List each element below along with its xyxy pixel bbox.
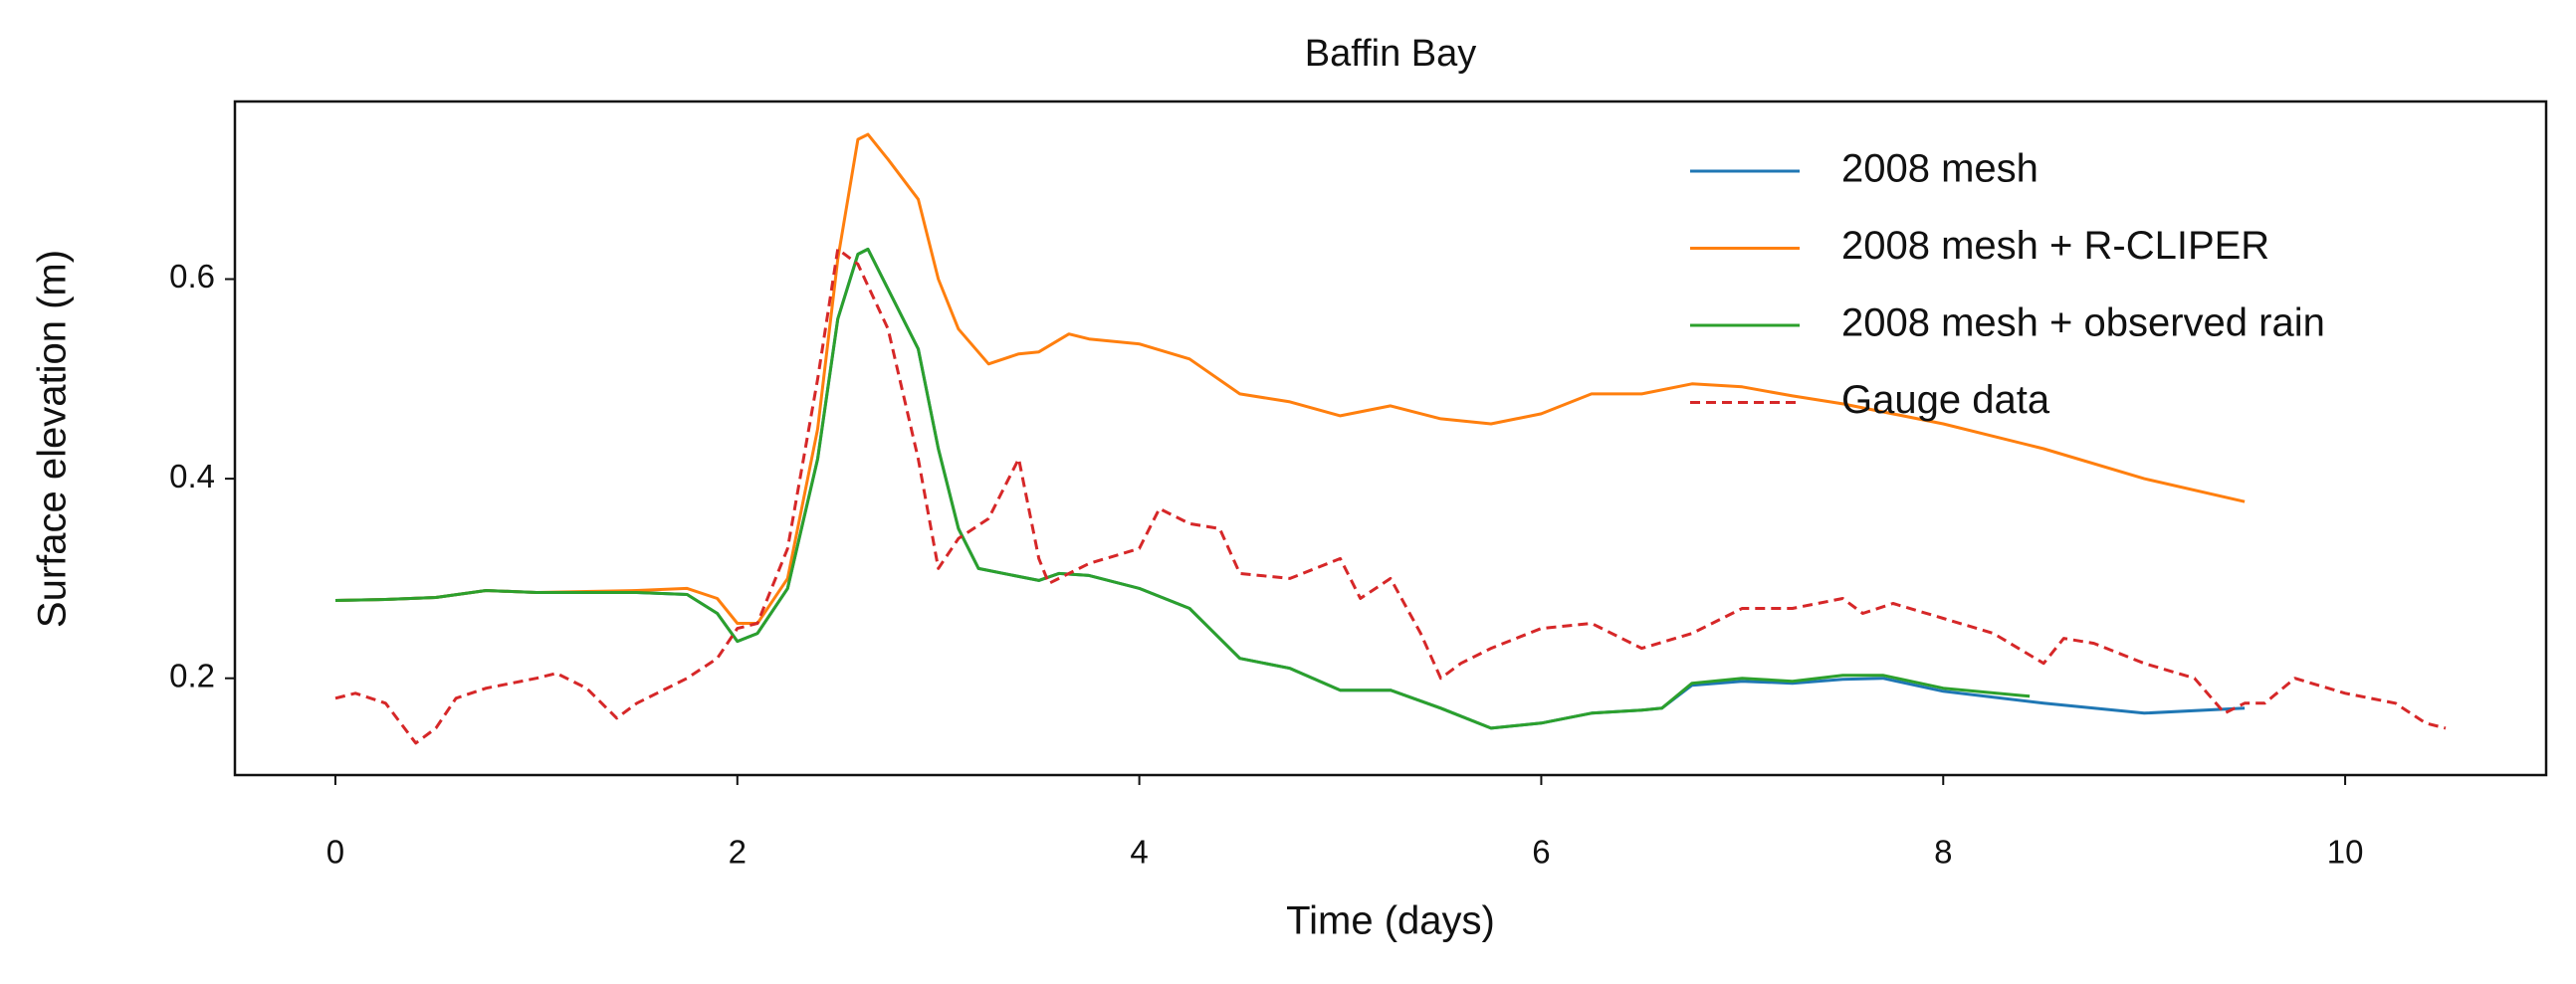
x-tick-label: 10 <box>2327 834 2364 871</box>
legend-label: Gauge data <box>1841 378 2050 422</box>
x-axis-label: Time (days) <box>1286 899 1495 943</box>
x-tick-label: 6 <box>1532 834 1550 871</box>
plot-frame <box>233 99 2548 777</box>
series-line <box>334 247 2031 730</box>
y-tick-label: 0.4 <box>169 458 215 494</box>
y-axis-label: Surface elevation (m) <box>31 250 75 628</box>
legend-label: 2008 mesh + observed rain <box>1841 301 2325 345</box>
x-tick-label: 2 <box>729 834 747 871</box>
x-tick-label: 0 <box>326 834 344 871</box>
y-tick-label: 0.2 <box>169 657 215 693</box>
y-tick-label: 0.6 <box>169 258 215 295</box>
series-line <box>334 247 2447 745</box>
x-tick-label: 4 <box>1130 834 1148 871</box>
legend-label: 2008 mesh + R-CLIPER <box>1841 224 2269 268</box>
x-tick-label: 8 <box>1934 834 1952 871</box>
legend-label: 2008 mesh <box>1841 147 2039 191</box>
chart-title: Baffin Bay <box>1305 33 1477 75</box>
series-line <box>334 132 2246 625</box>
